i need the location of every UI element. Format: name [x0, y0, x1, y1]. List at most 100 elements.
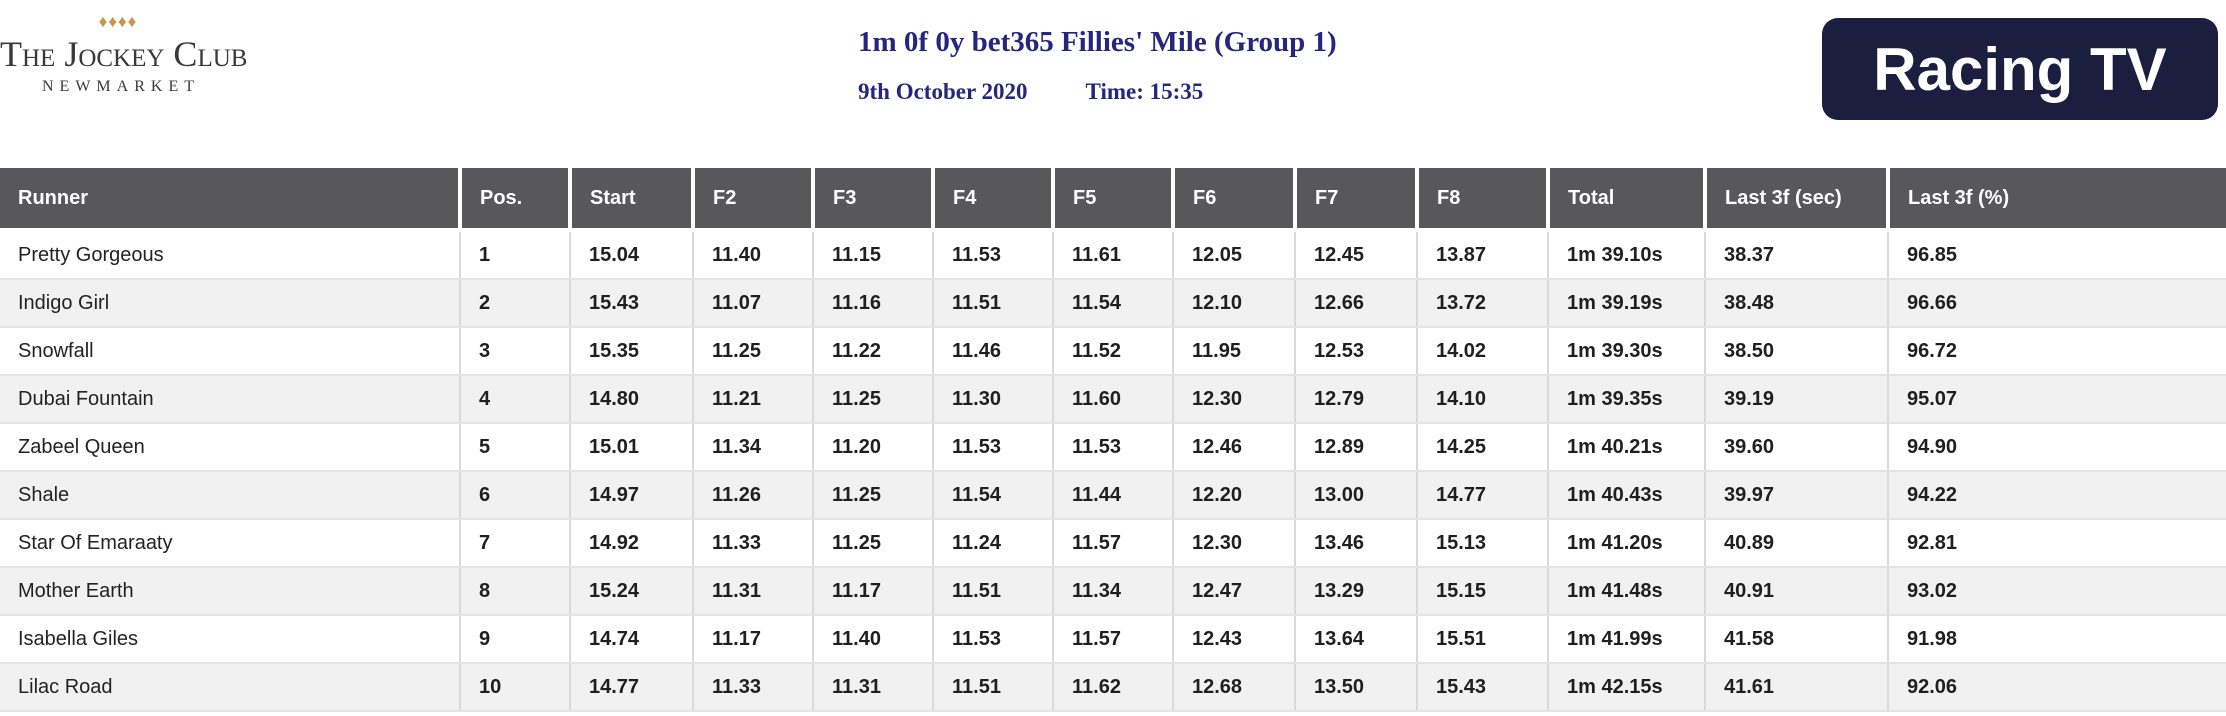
cell-f7: 12.89	[1295, 423, 1418, 472]
cell-f8: 14.02	[1417, 327, 1549, 376]
cell-f5: 11.61	[1053, 230, 1174, 280]
cell-last3f-sec: 38.37	[1705, 230, 1889, 280]
cell-start: 14.92	[570, 519, 694, 568]
cell-f4: 11.51	[933, 663, 1054, 712]
col-header-f5: F5	[1053, 168, 1175, 232]
table-row: Zabeel Queen 5 15.01 11.34 11.20 11.53 11.53 12…	[0, 423, 2226, 472]
table-row: Shale 6 14.97 11.26 11.25 11.54 11.44 12.20 13.0…	[0, 471, 2226, 520]
cell-f2: 11.21	[693, 375, 814, 424]
cell-f8: 14.10	[1417, 375, 1549, 424]
race-header: 1m 0f 0y bet365 Fillies' Mile (Group 1) …	[858, 26, 1337, 105]
cell-pos: 8	[460, 567, 571, 616]
col-header-f6: F6	[1173, 168, 1297, 232]
race-date: 9th October 2020	[858, 79, 1028, 104]
cell-f4: 11.53	[933, 615, 1054, 664]
jockey-club-logo: ♦♦♦♦ The Jockey Club NEWMARKET	[0, 12, 247, 96]
cell-runner: Shale	[0, 471, 461, 520]
cell-f7: 12.45	[1295, 230, 1418, 280]
cell-total: 1m 41.20s	[1548, 519, 1706, 568]
cell-runner: Mother Earth	[0, 567, 461, 616]
cell-f4: 11.53	[933, 230, 1054, 280]
table-row: Snowfall 3 15.35 11.25 11.22 11.46 11.52 11.95 1…	[0, 327, 2226, 376]
cell-f5: 11.53	[1053, 423, 1174, 472]
cell-f6: 12.68	[1173, 663, 1296, 712]
cell-pos: 1	[460, 230, 571, 280]
cell-f5: 11.34	[1053, 567, 1174, 616]
cell-runner: Pretty Gorgeous	[0, 230, 461, 280]
table-row: Lilac Road 10 14.77 11.33 11.31 11.51 11.62 12.…	[0, 663, 2226, 712]
col-header-last3f-pct: Last 3f (%)	[1888, 168, 2226, 232]
cell-f3: 11.25	[813, 519, 934, 568]
cell-runner: Zabeel Queen	[0, 423, 461, 472]
cell-f6: 12.10	[1173, 279, 1296, 328]
racing-tv-wordmark: Racing TV	[1873, 35, 2167, 103]
cell-start: 14.77	[570, 663, 694, 712]
cell-f8: 15.15	[1417, 567, 1549, 616]
cell-f3: 11.40	[813, 615, 934, 664]
cell-f5: 11.44	[1053, 471, 1174, 520]
timing-table-container: Runner Pos. Start F2 F3 F4 F5 F6 F7 F8 T…	[0, 168, 2226, 712]
cell-f3: 11.15	[813, 230, 934, 280]
cell-f2: 11.26	[693, 471, 814, 520]
col-header-f4: F4	[933, 168, 1055, 232]
cell-last3f-pct: 95.07	[1888, 375, 2226, 424]
cell-last3f-pct: 92.06	[1888, 663, 2226, 712]
cell-last3f-sec: 38.50	[1705, 327, 1889, 376]
cell-start: 14.80	[570, 375, 694, 424]
cell-f6: 11.95	[1173, 327, 1296, 376]
cell-last3f-pct: 96.72	[1888, 327, 2226, 376]
table-row: Indigo Girl 2 15.43 11.07 11.16 11.51 11.54 12.…	[0, 279, 2226, 328]
cell-f6: 12.30	[1173, 375, 1296, 424]
cell-f6: 12.20	[1173, 471, 1296, 520]
cell-f7: 12.79	[1295, 375, 1418, 424]
col-header-total: Total	[1548, 168, 1707, 232]
cell-f7: 13.64	[1295, 615, 1418, 664]
cell-f6: 12.05	[1173, 230, 1296, 280]
cell-f7: 12.53	[1295, 327, 1418, 376]
cell-f7: 13.50	[1295, 663, 1418, 712]
cell-last3f-sec: 39.60	[1705, 423, 1889, 472]
table-row: Isabella Giles 9 14.74 11.17 11.40 11.53 11.57…	[0, 615, 2226, 664]
cell-f4: 11.46	[933, 327, 1054, 376]
race-title: 1m 0f 0y bet365 Fillies' Mile (Group 1)	[858, 26, 1337, 58]
cell-pos: 9	[460, 615, 571, 664]
cell-f3: 11.25	[813, 375, 934, 424]
col-header-pos: Pos.	[460, 168, 572, 232]
cell-f5: 11.52	[1053, 327, 1174, 376]
cell-f2: 11.40	[693, 230, 814, 280]
cell-f7: 13.00	[1295, 471, 1418, 520]
cell-last3f-pct: 96.66	[1888, 279, 2226, 328]
cell-f6: 12.30	[1173, 519, 1296, 568]
table-row: Pretty Gorgeous 1 15.04 11.40 11.15 11.53 11.6…	[0, 230, 2226, 280]
cell-start: 15.01	[570, 423, 694, 472]
cell-pos: 4	[460, 375, 571, 424]
cell-total: 1m 40.21s	[1548, 423, 1706, 472]
cell-f8: 15.51	[1417, 615, 1549, 664]
cell-pos: 2	[460, 279, 571, 328]
cell-start: 15.24	[570, 567, 694, 616]
cell-f8: 15.43	[1417, 663, 1549, 712]
cell-last3f-sec: 41.61	[1705, 663, 1889, 712]
cell-f8: 13.87	[1417, 230, 1549, 280]
col-header-f7: F7	[1295, 168, 1419, 232]
table-row: Star Of Emaraaty 7 14.92 11.33 11.25 11.24 11.…	[0, 519, 2226, 568]
cell-runner: Star Of Emaraaty	[0, 519, 461, 568]
cell-f4: 11.30	[933, 375, 1054, 424]
cell-last3f-pct: 91.98	[1888, 615, 2226, 664]
cell-f3: 11.16	[813, 279, 934, 328]
cell-pos: 5	[460, 423, 571, 472]
col-header-last3f-sec: Last 3f (sec)	[1705, 168, 1890, 232]
cell-runner: Indigo Girl	[0, 279, 461, 328]
cell-total: 1m 39.19s	[1548, 279, 1706, 328]
cell-f3: 11.17	[813, 567, 934, 616]
cell-f2: 11.25	[693, 327, 814, 376]
cell-f4: 11.54	[933, 471, 1054, 520]
cell-f5: 11.62	[1053, 663, 1174, 712]
cell-start: 15.35	[570, 327, 694, 376]
col-header-f8: F8	[1417, 168, 1550, 232]
cell-f4: 11.51	[933, 567, 1054, 616]
cell-last3f-pct: 96.85	[1888, 230, 2226, 280]
cell-f2: 11.17	[693, 615, 814, 664]
cell-total: 1m 39.35s	[1548, 375, 1706, 424]
